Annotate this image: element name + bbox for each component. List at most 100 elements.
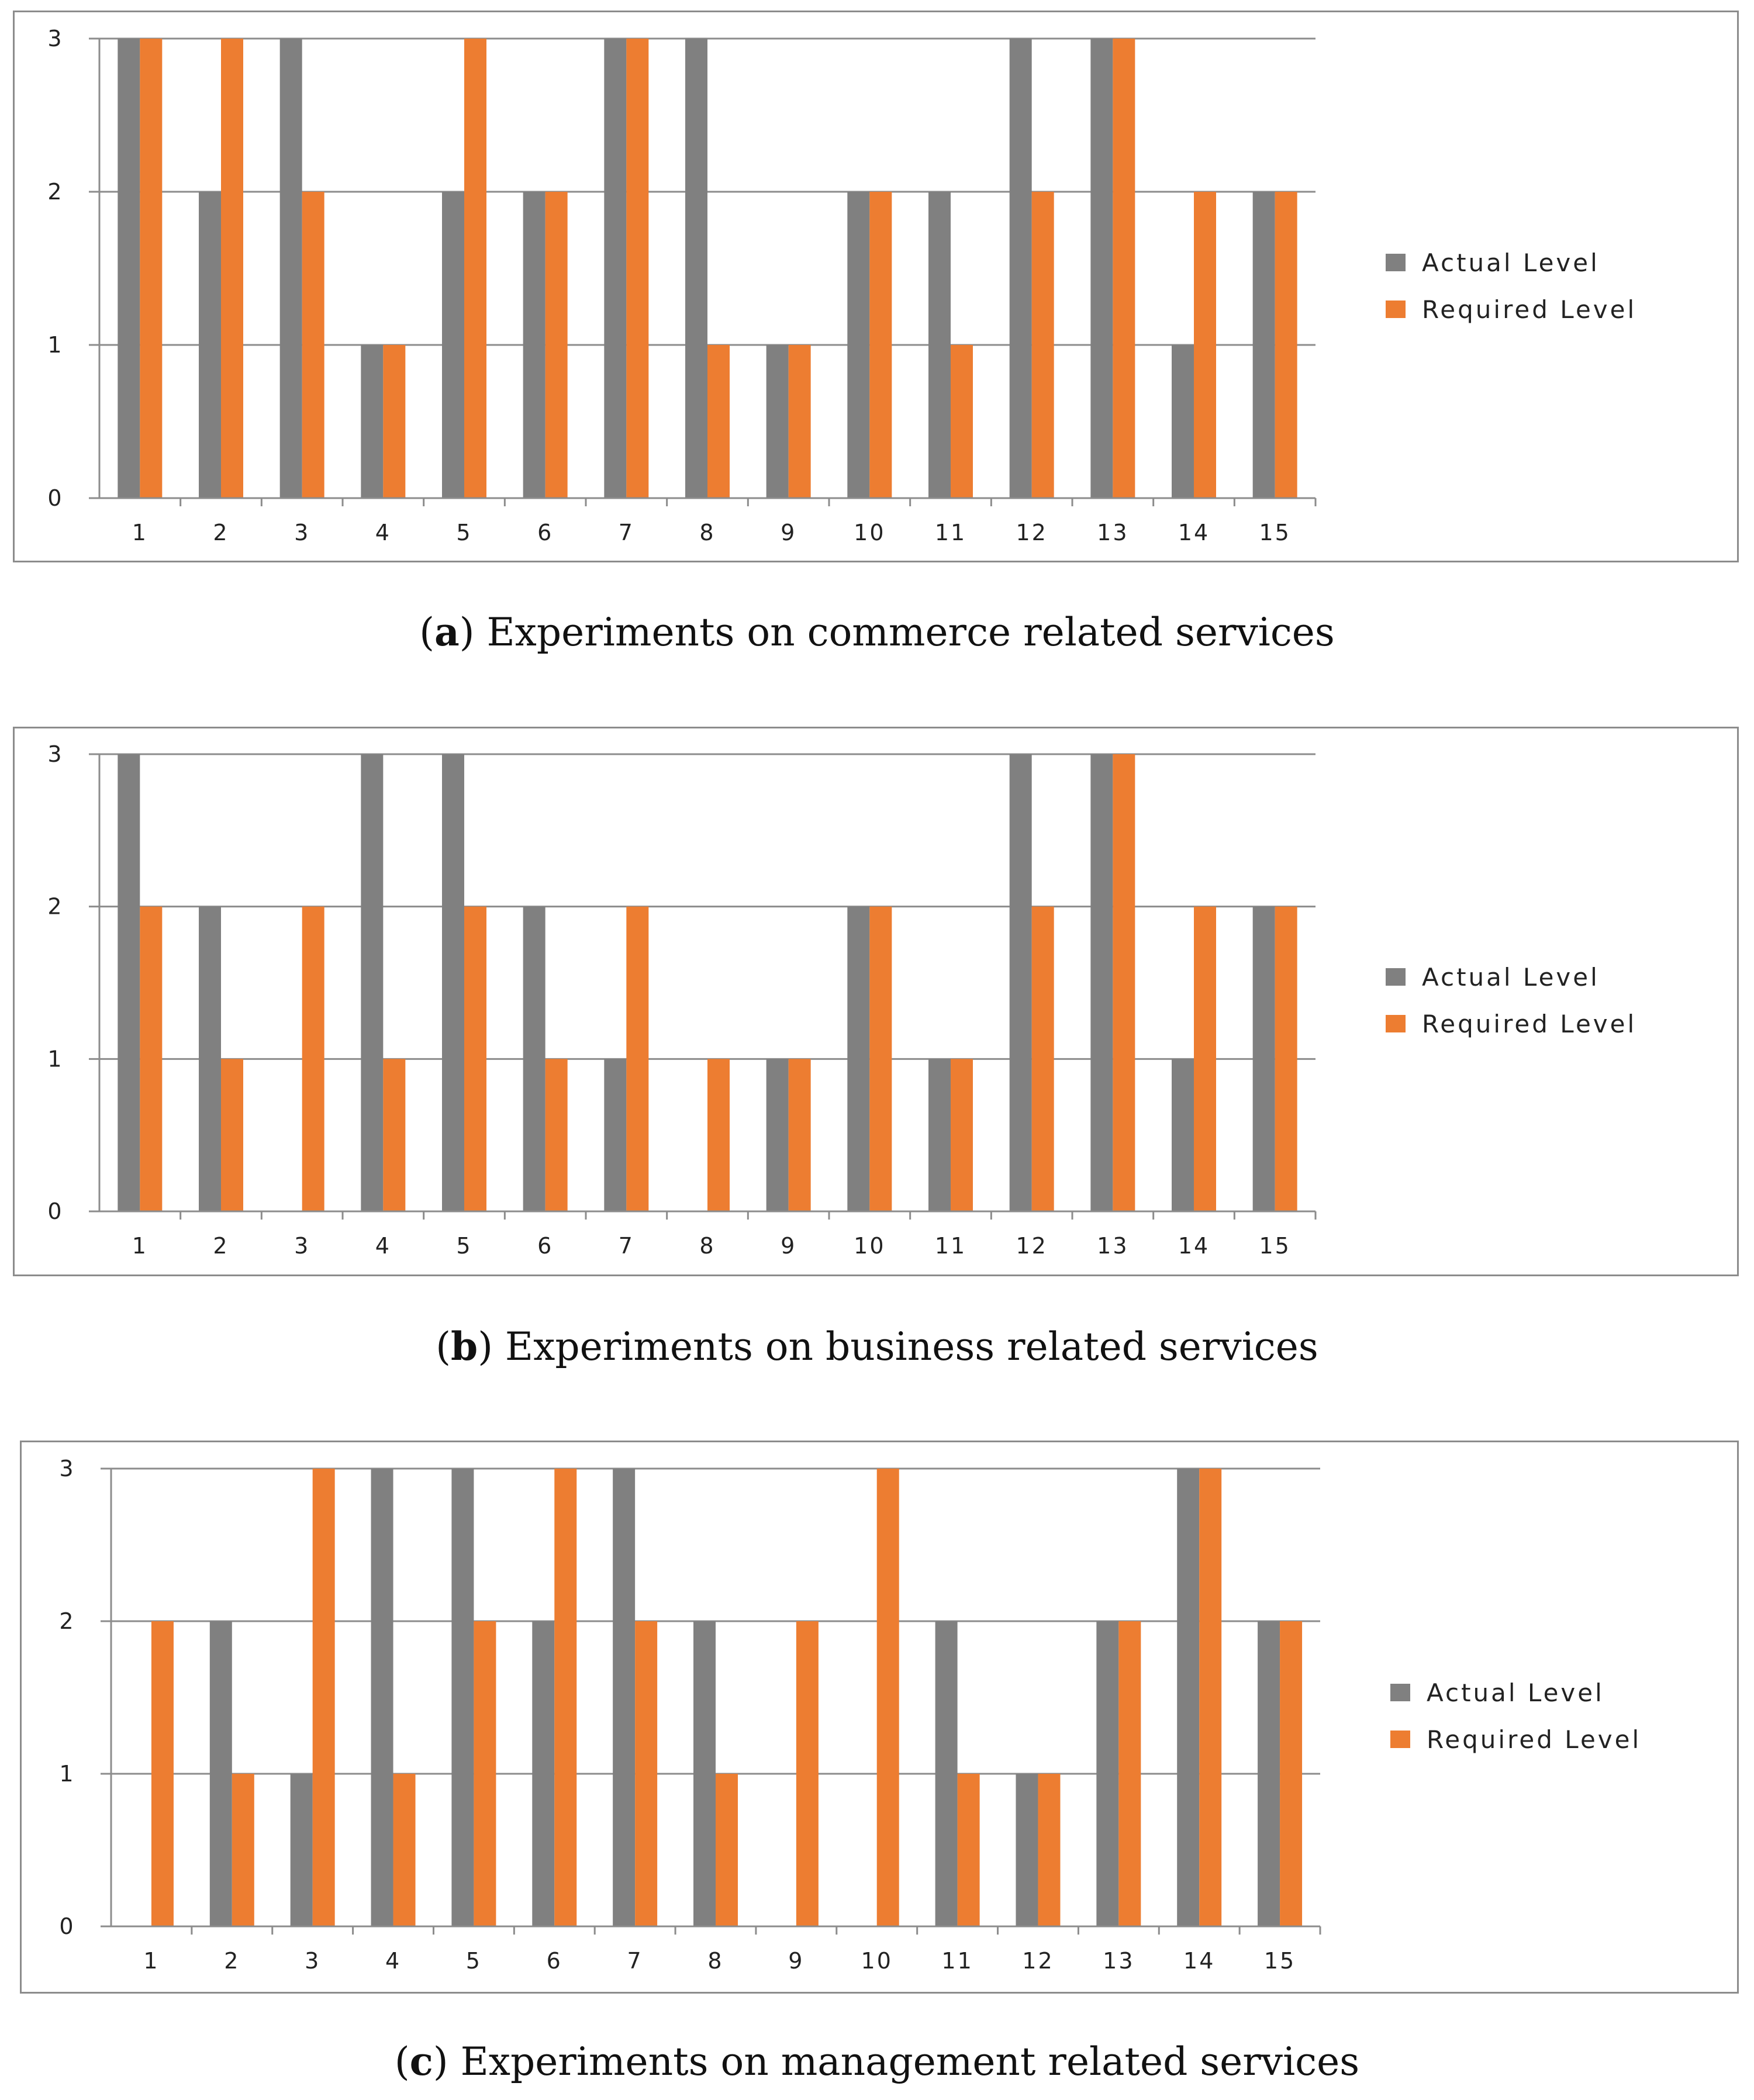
bar-required-3 — [302, 192, 324, 498]
bar-actual-6 — [523, 192, 545, 498]
x-tick-label: 11 — [941, 1948, 973, 1974]
caption-b: (b) Experiments on business related serv… — [436, 1324, 1318, 1369]
x-tick-label: 9 — [781, 1233, 796, 1259]
bar-required-3 — [312, 1469, 335, 1926]
legend-label-required: Required Level — [1427, 1725, 1641, 1754]
bar-actual-14 — [1177, 1469, 1200, 1926]
x-tick-label: 13 — [1103, 1948, 1134, 1974]
x-tick-label: 12 — [1016, 1233, 1047, 1259]
y-tick-label: 3 — [59, 1456, 75, 1481]
x-tick-label: 7 — [619, 520, 634, 545]
bar-actual-11 — [928, 192, 951, 498]
legend-label-actual: Actual Level — [1422, 248, 1600, 277]
bar-actual-12 — [1009, 39, 1032, 498]
bar-actual-11 — [935, 1621, 958, 1926]
x-tick-label: 2 — [213, 520, 229, 545]
x-tick-label: 5 — [456, 520, 472, 545]
bar-actual-2 — [199, 906, 221, 1211]
x-tick-label: 10 — [854, 520, 885, 545]
bar-actual-10 — [847, 192, 870, 498]
bar-required-2 — [221, 39, 243, 498]
x-tick-label: 4 — [375, 520, 391, 545]
x-tick-label: 1 — [132, 1233, 148, 1259]
x-tick-label: 14 — [1178, 1233, 1210, 1259]
legend-label-actual: Actual Level — [1427, 1678, 1604, 1707]
bar-actual-10 — [847, 906, 870, 1211]
bar-actual-4 — [361, 345, 384, 498]
y-tick-label: 1 — [47, 332, 63, 358]
x-tick-label: 1 — [143, 1948, 159, 1974]
bar-actual-4 — [371, 1469, 393, 1926]
x-tick-label: 10 — [861, 1948, 893, 1974]
bar-actual-7 — [604, 39, 627, 498]
bar-required-1 — [140, 39, 163, 498]
bar-actual-3 — [279, 39, 302, 498]
bar-actual-8 — [693, 1621, 716, 1926]
bar-actual-12 — [1009, 754, 1032, 1211]
x-tick-label: 3 — [294, 520, 310, 545]
bar-actual-2 — [199, 192, 221, 498]
bar-required-14 — [1194, 192, 1216, 498]
bar-actual-13 — [1090, 754, 1113, 1211]
bar-actual-13 — [1096, 1621, 1119, 1926]
bar-required-14 — [1194, 906, 1216, 1211]
bar-actual-15 — [1258, 1621, 1280, 1926]
bar-required-8 — [707, 1059, 730, 1211]
y-tick-label: 0 — [59, 1914, 75, 1939]
bar-required-14 — [1199, 1469, 1222, 1926]
x-tick-label: 8 — [699, 1233, 715, 1259]
y-tick-label: 2 — [59, 1608, 75, 1634]
bar-required-9 — [796, 1621, 819, 1926]
x-tick-label: 7 — [619, 1233, 634, 1259]
y-tick-label: 0 — [47, 485, 63, 511]
x-tick-label: 6 — [537, 1233, 553, 1259]
x-tick-label: 15 — [1264, 1948, 1296, 1974]
x-tick-label: 13 — [1097, 1233, 1128, 1259]
bar-required-15 — [1275, 192, 1297, 498]
x-tick-label: 2 — [224, 1948, 240, 1974]
x-tick-label: 8 — [699, 520, 715, 545]
x-tick-label: 11 — [935, 1233, 966, 1259]
bar-actual-1 — [118, 39, 140, 498]
x-tick-label: 1 — [132, 520, 148, 545]
bar-actual-7 — [613, 1469, 636, 1926]
bar-required-10 — [869, 192, 892, 498]
bar-required-11 — [951, 1059, 973, 1211]
bar-required-8 — [716, 1774, 738, 1926]
bar-actual-6 — [523, 906, 545, 1211]
bar-required-2 — [221, 1059, 243, 1211]
bar-required-8 — [707, 345, 730, 498]
bar-actual-4 — [361, 754, 384, 1211]
x-tick-label: 12 — [1016, 520, 1047, 545]
bar-required-7 — [635, 1621, 658, 1926]
x-tick-label: 9 — [788, 1948, 804, 1974]
x-tick-label: 10 — [854, 1233, 885, 1259]
bar-actual-15 — [1252, 192, 1275, 498]
bar-required-13 — [1113, 39, 1135, 498]
y-tick-label: 0 — [47, 1198, 63, 1224]
x-tick-label: 3 — [305, 1948, 320, 1974]
bar-actual-5 — [442, 192, 464, 498]
x-tick-label: 11 — [935, 520, 966, 545]
bar-required-5 — [464, 39, 486, 498]
x-tick-label: 3 — [294, 1233, 310, 1259]
bar-required-6 — [554, 1469, 577, 1926]
legend-swatch-required — [1386, 301, 1406, 318]
legend-swatch-actual — [1386, 254, 1406, 271]
bar-required-13 — [1113, 754, 1135, 1211]
bar-required-6 — [545, 192, 568, 498]
y-tick-label: 2 — [47, 894, 63, 920]
bar-required-15 — [1280, 1621, 1303, 1926]
bar-actual-9 — [766, 1059, 789, 1211]
x-tick-label: 6 — [537, 520, 553, 545]
bar-required-1 — [151, 1621, 174, 1926]
bar-actual-11 — [928, 1059, 951, 1211]
bar-required-4 — [383, 345, 406, 498]
x-tick-label: 2 — [213, 1233, 229, 1259]
bar-actual-12 — [1016, 1774, 1038, 1926]
bar-actual-14 — [1172, 345, 1194, 498]
bar-required-15 — [1275, 906, 1297, 1211]
bar-required-6 — [545, 1059, 568, 1211]
